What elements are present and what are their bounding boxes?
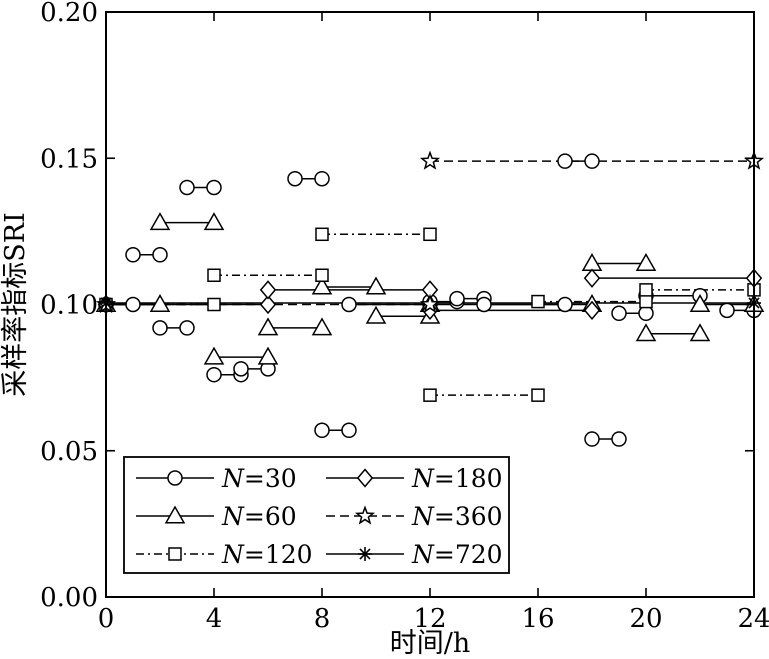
data-point — [311, 276, 333, 295]
x-tick-label: 16 — [521, 604, 554, 634]
data-point — [635, 323, 657, 342]
data-point — [311, 317, 333, 336]
data-point — [635, 253, 657, 272]
legend-label: N=180 — [411, 464, 503, 493]
series-layer — [95, 150, 765, 447]
data-point — [125, 247, 141, 263]
data-point — [203, 346, 225, 365]
data-point — [581, 253, 603, 272]
data-point — [125, 296, 141, 313]
data-point — [207, 297, 221, 312]
data-point — [149, 293, 171, 312]
data-point — [557, 153, 573, 169]
data-point — [152, 247, 168, 263]
x-tick-label: 4 — [206, 604, 223, 634]
data-point — [179, 320, 195, 336]
legend-item: N=60 — [136, 502, 297, 531]
data-point — [689, 323, 711, 342]
data-point — [689, 293, 711, 312]
data-point — [719, 302, 735, 319]
data-point — [314, 170, 330, 187]
data-point — [531, 294, 545, 309]
y-tick-label: 0.15 — [40, 144, 98, 174]
data-point — [583, 300, 601, 321]
legend-label: N=60 — [221, 502, 297, 531]
data-point — [257, 317, 279, 336]
legend-item: N=120 — [136, 540, 313, 569]
data-point — [206, 366, 222, 383]
data-point — [531, 388, 545, 402]
data-point — [639, 283, 653, 297]
y-tick-label: 0.20 — [40, 0, 98, 28]
legend-item: N=30 — [136, 464, 297, 493]
data-point — [423, 227, 437, 242]
data-point — [341, 296, 357, 313]
data-point — [341, 422, 357, 439]
data-point — [152, 320, 168, 336]
data-point — [259, 294, 277, 315]
x-tick-label: 0 — [98, 604, 115, 634]
data-point — [639, 294, 653, 309]
x-tick-label: 12 — [413, 604, 446, 634]
data-point — [365, 305, 387, 324]
legend-label: N=30 — [221, 464, 297, 493]
data-point — [583, 268, 601, 288]
data-point — [638, 305, 654, 322]
data-point — [449, 290, 465, 307]
data-point — [557, 296, 573, 313]
data-point — [287, 170, 303, 187]
data-point — [584, 153, 600, 169]
data-point — [179, 179, 195, 196]
x-axis-title: 时间/h — [390, 628, 471, 659]
data-point — [584, 431, 600, 447]
legend-box — [123, 456, 510, 574]
legend-label: N=360 — [411, 502, 503, 531]
y-tick-label: 0.00 — [40, 583, 98, 613]
data-point — [423, 388, 437, 402]
legend-label: N=120 — [221, 540, 313, 569]
x-tick-label: 20 — [629, 604, 662, 634]
x-tick-label: 8 — [314, 604, 331, 634]
legend-swatch-marker — [356, 468, 374, 488]
legend-swatch-marker — [358, 547, 372, 561]
data-point — [149, 212, 171, 231]
data-point — [257, 346, 279, 365]
legend-label: N=720 — [411, 540, 503, 569]
legend-swatch-marker — [354, 505, 376, 525]
legend-swatch-marker — [168, 547, 182, 561]
data-point — [233, 361, 249, 377]
legend-item: N=180 — [326, 464, 503, 493]
data-point — [611, 305, 627, 322]
y-tick-label: 0.10 — [40, 291, 98, 321]
x-tick-label: 24 — [737, 604, 769, 634]
data-point — [207, 268, 221, 282]
data-point — [315, 268, 329, 282]
data-point — [259, 280, 277, 300]
legend-swatch-marker — [167, 470, 183, 486]
data-point — [206, 179, 222, 196]
y-tick-label: 0.05 — [40, 437, 98, 467]
data-point — [419, 293, 441, 314]
ticks-layer: 0 4 8 12 16 20 24 0.00 0.05 0.10 0.15 0.20 — [40, 0, 769, 634]
legend-swatch-marker — [164, 505, 186, 524]
legend-item: N=720 — [326, 540, 503, 569]
data-point — [315, 227, 329, 242]
legend-item: N=360 — [326, 502, 503, 531]
data-point — [419, 150, 441, 170]
legend: N=30 N=60 N=120 N=180 N=360 N=720 — [123, 456, 510, 574]
data-point — [203, 212, 225, 231]
y-axis-title: 采样率指标SRI — [0, 212, 31, 397]
data-point — [314, 422, 330, 439]
data-point — [365, 276, 387, 295]
data-point — [476, 296, 492, 313]
data-point — [611, 431, 627, 447]
